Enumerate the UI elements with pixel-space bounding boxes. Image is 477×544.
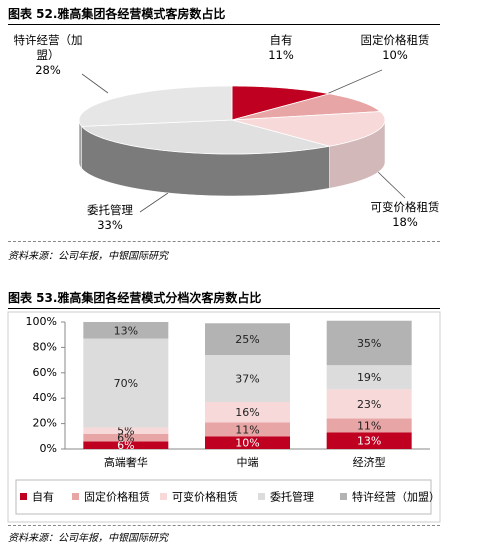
bar-segment: [83, 441, 169, 449]
pie-label-name: 自有: [269, 33, 293, 47]
pie-label: 固定价格租赁 10%: [350, 33, 440, 63]
leader-line: [377, 171, 406, 199]
pie-label-value: 28%: [35, 63, 61, 77]
pie-label-value: 11%: [268, 48, 294, 62]
bar-segment: [326, 432, 412, 449]
leader-line: [139, 192, 169, 213]
title-rule: [8, 308, 440, 309]
title-rule: [8, 24, 440, 25]
bar-segment: [83, 322, 169, 339]
legend-label: 委托管理: [270, 490, 314, 504]
x-tick-label: 高端奢华: [104, 455, 148, 469]
data-label: 23%: [357, 398, 381, 411]
x-tick-label: 中端: [237, 456, 259, 469]
pie-label-value: 18%: [392, 215, 418, 229]
bar-segment: [205, 436, 290, 449]
y-tick-label: 40%: [33, 391, 57, 404]
pie-label-value: 10%: [382, 48, 408, 62]
pie-label: 自有 11%: [251, 33, 311, 63]
leader-line: [321, 69, 383, 97]
source-rule: [8, 241, 440, 242]
source-rule: [8, 525, 440, 526]
data-label: 13%: [114, 324, 138, 337]
data-label: 11%: [357, 420, 381, 433]
data-label: 5%: [117, 425, 134, 438]
y-tick-label: 20%: [33, 417, 57, 430]
chart-frame: [7, 311, 441, 523]
legend-swatch: [340, 493, 347, 500]
data-label: 25%: [235, 333, 259, 346]
legend-label: 自有: [32, 490, 54, 504]
legend-label: 固定价格租赁: [84, 490, 150, 504]
x-tick-label: 经济型: [353, 455, 386, 469]
data-label: 35%: [357, 337, 381, 350]
bar-segment: [83, 427, 169, 434]
leader-line: [81, 73, 109, 94]
data-label: 37%: [235, 373, 259, 386]
legend-swatch: [20, 493, 27, 500]
pie-label-value: 33%: [97, 218, 123, 232]
pie-label-name: 委托管理: [87, 203, 133, 217]
y-tick-label: 0%: [40, 442, 57, 455]
pie-label: 特许经营（加盟） 28%: [7, 33, 89, 78]
legend-label: 特许经营（加盟）: [352, 490, 440, 504]
pie-slice: [80, 119, 330, 155]
bar-segment: [205, 402, 290, 423]
data-label: 19%: [357, 371, 381, 384]
bar-segment: [326, 320, 412, 366]
source: 资料来源：公司年报，中银国际研究: [8, 251, 168, 262]
data-label: 13%: [357, 435, 381, 448]
source: 资料来源：公司年报，中银国际研究: [8, 533, 168, 544]
bar-segment: [326, 389, 412, 419]
pie-label: 委托管理 33%: [75, 203, 145, 233]
bar-segment: [83, 433, 169, 442]
pie-label-name: 可变价格租赁: [370, 200, 440, 214]
data-label: 6%: [117, 439, 134, 452]
pie-label: 可变价格租赁 18%: [360, 200, 450, 230]
data-label: 16%: [235, 406, 259, 419]
pie-slice: [78, 85, 233, 127]
pie-slice-side: [78, 120, 82, 170]
y-tick-label: 100%: [26, 315, 57, 328]
pie-label-name: 特许经营（加盟）: [13, 33, 83, 62]
legend-swatch: [258, 493, 265, 500]
y-tick-label: 60%: [33, 366, 57, 379]
data-label: 70%: [114, 377, 138, 390]
legend-label: 可变价格租赁: [172, 490, 238, 504]
bar-segment: [83, 338, 169, 428]
pie-slice: [231, 85, 330, 121]
leader-lines: [81, 69, 406, 213]
legend-swatch: [72, 493, 79, 500]
data-label: 11%: [235, 423, 259, 436]
legend-swatch: [160, 493, 167, 500]
pie-label-name: 固定价格租赁: [360, 33, 430, 47]
bar-segment: [326, 418, 412, 433]
pie-slice: [231, 111, 386, 147]
data-label: 10%: [235, 437, 259, 450]
data-label: 6%: [117, 432, 134, 445]
chart-title: 图表 53.雅高集团各经营模式分档次客房数占比: [8, 291, 262, 305]
legend-frame: [15, 479, 432, 515]
y-tick-label: 80%: [33, 340, 57, 353]
chart-title: 图表 52.雅高集团各经营模式客房数占比: [8, 7, 226, 21]
bar-segment: [326, 365, 412, 390]
bar-segment: [205, 422, 290, 437]
bar-segment: [205, 355, 290, 403]
bar-segment: [205, 323, 290, 356]
